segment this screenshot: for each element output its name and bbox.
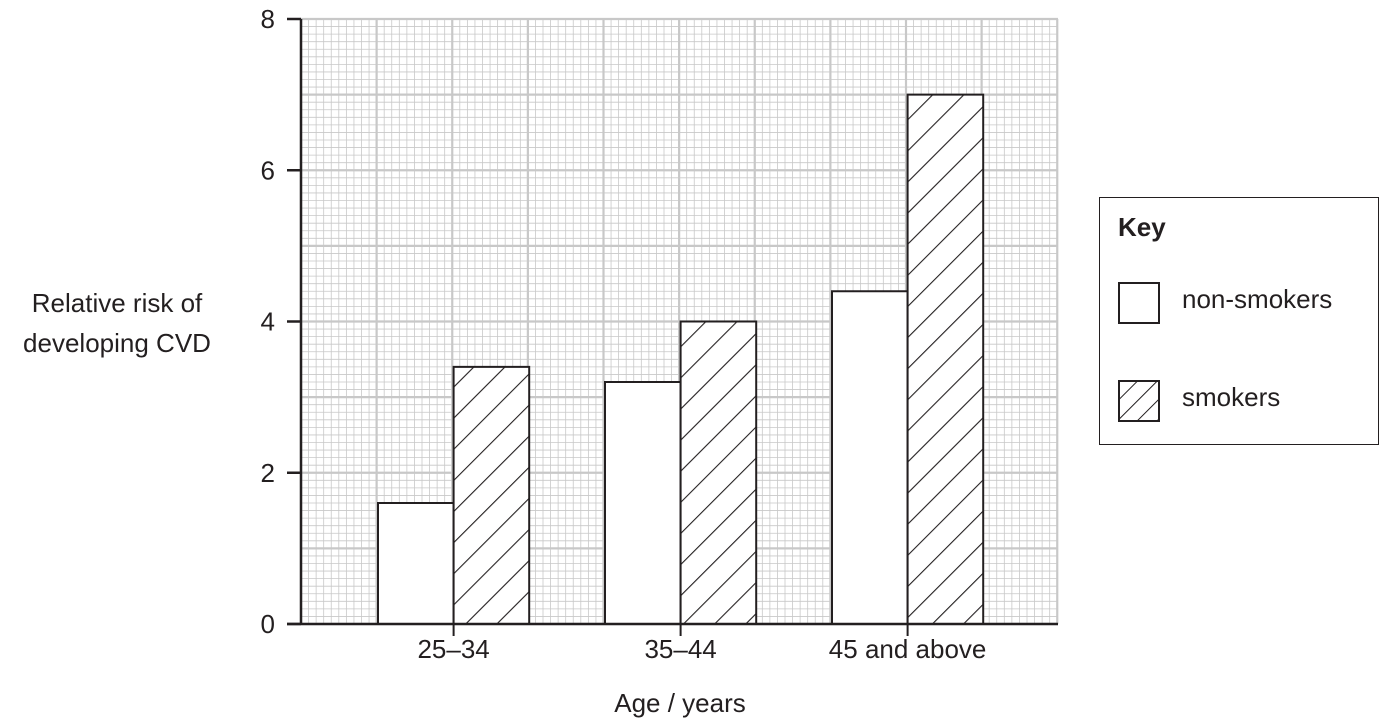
legend: Key non-smokers smokers [1099,197,1379,445]
legend-title: Key [1118,212,1166,242]
bars [377,93,985,625]
legend-label-non-smokers: non-smokers [1182,283,1333,314]
x-tick-label: 35–44 [644,634,716,664]
legend-swatch-non-smokers [1118,282,1160,324]
legend-item-smokers: smokers [1118,380,1280,422]
bar-smokers-35–44 [679,320,758,625]
x-tick-label: 45 and above [829,634,987,664]
legend-item-non-smokers: non-smokers [1118,282,1332,324]
labels: Relative risk of developing CVD Age / ye… [23,288,746,718]
bar-non-smokers-25–34 [377,502,455,625]
x-axis-label: Age / years [614,688,746,718]
y-axis-label-line-2: developing CVD [23,328,211,358]
y-tick-label: 4 [261,307,275,337]
y-axis-label-line-1: Relative risk of [32,288,203,318]
y-tick-label: 2 [261,458,275,488]
bar-smokers-25–34 [452,365,531,625]
bar-non-smokers-35–44 [604,381,682,625]
bar-non-smokers-45-and-above [831,290,909,625]
axes: 0 2 4 6 8 25–34 35–44 45 and above [261,4,1058,664]
bar-smokers-45-and-above [906,93,985,625]
x-tick-label: 25–34 [417,634,489,664]
y-tick-label: 0 [261,609,275,639]
y-tick-label: 6 [261,155,275,185]
legend-swatch-smokers [1118,380,1160,422]
legend-label-smokers: smokers [1182,381,1281,412]
y-tick-label: 8 [261,4,275,34]
